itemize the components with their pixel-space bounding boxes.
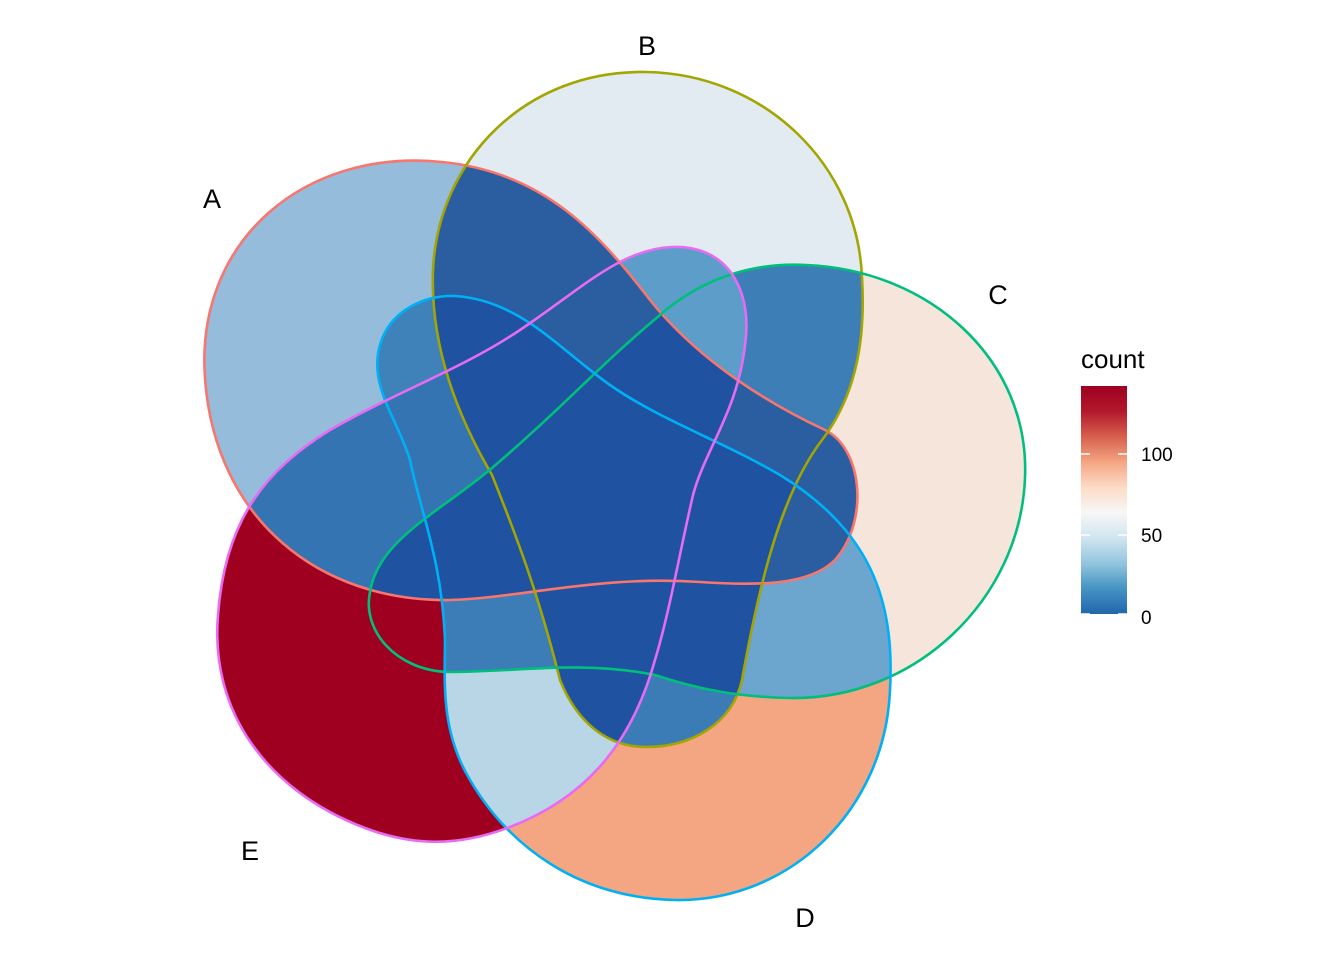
- set-label-d: D: [795, 903, 815, 933]
- legend-colorbar: [1081, 386, 1127, 614]
- set-label-e: E: [241, 836, 259, 866]
- legend-ticks: [1081, 453, 1127, 615]
- set-label-a: A: [203, 184, 221, 214]
- set-label-b: B: [638, 31, 656, 61]
- set-label-c: C: [988, 280, 1008, 310]
- legend-tick-label-0: 0: [1141, 608, 1152, 629]
- legend-tick-label-100: 100: [1141, 445, 1173, 466]
- legend: count 100 50 0: [1081, 344, 1173, 629]
- legend-title: count: [1081, 344, 1145, 374]
- legend-tick-label-50: 50: [1141, 526, 1162, 547]
